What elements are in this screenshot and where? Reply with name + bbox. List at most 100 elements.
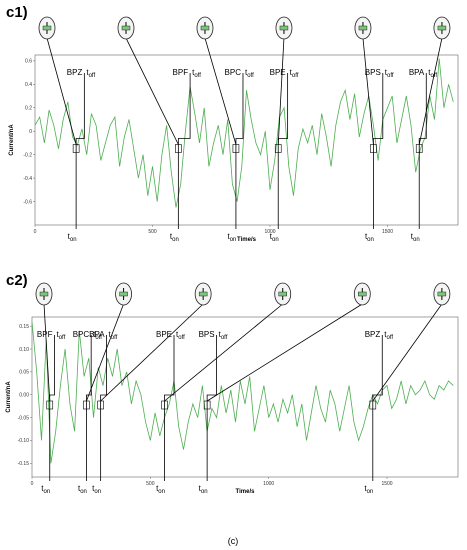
event-annotation: BPZ toff ton xyxy=(38,16,95,243)
chart-c1: 0.6 0.4 0.2 0 -0.2 -0.4 -0.6 0 500 1000 1500 Time/s… xyxy=(9,16,459,243)
y-axis-label: Current/nA xyxy=(6,381,12,413)
y-tick-label: 0.6 xyxy=(25,59,32,65)
event-bracket xyxy=(235,73,244,229)
nanopore-icon-molecule xyxy=(278,291,287,297)
event-ton-label: ton xyxy=(78,484,87,495)
event-toff-label: toff xyxy=(56,330,65,341)
event-bracket xyxy=(100,335,107,481)
nanopore-icon-molecule xyxy=(198,291,208,297)
nanopore-icon-molecule xyxy=(119,291,128,297)
nanopore-icon-molecule xyxy=(200,25,210,31)
y-axis-label: Current/nA xyxy=(9,124,15,156)
y-tick-label: 0.00 xyxy=(19,393,29,399)
event-toff-label: toff xyxy=(93,330,102,341)
event-label: BPC xyxy=(225,68,242,77)
callout-arrow xyxy=(86,303,124,402)
x-tick-label: 500 xyxy=(148,229,157,235)
callout-arrow xyxy=(204,37,237,145)
callout-arrow xyxy=(43,303,51,402)
event-label: BPF xyxy=(37,330,53,339)
series-line xyxy=(34,58,454,208)
event-label: BPC xyxy=(73,330,90,339)
y-tick-label: 0.05 xyxy=(19,370,29,376)
y-tick-label: -0.15 xyxy=(18,461,30,467)
event-toff-label: toff xyxy=(109,330,118,341)
callout-arrow xyxy=(362,37,374,145)
event-annotation: BPE toff ton xyxy=(156,282,292,495)
event-label: BPA xyxy=(89,330,105,339)
event-bracket xyxy=(206,335,217,481)
event-bracket xyxy=(418,73,427,229)
event-ton-label: ton xyxy=(156,484,165,495)
x-axis-label: Time/s xyxy=(236,489,256,495)
x-tick-label: 500 xyxy=(146,481,155,487)
event-label: BPS xyxy=(365,68,381,77)
nanopore-icon-molecule xyxy=(121,25,131,31)
event-ton-label: ton xyxy=(227,232,236,243)
event-ton-label: ton xyxy=(199,484,208,495)
y-tick-label: -0.10 xyxy=(18,438,30,444)
x-tick-label: 1000 xyxy=(263,481,274,487)
y-tick-label: 0 xyxy=(29,129,32,135)
event-label: BPA xyxy=(409,68,425,77)
event-toff-label: toff xyxy=(176,330,185,341)
x-tick-label: 1500 xyxy=(382,229,393,235)
event-label: BPE xyxy=(270,68,286,77)
x-tick-label: 0 xyxy=(34,229,37,235)
nanopore-icon-molecule xyxy=(358,25,368,31)
nanopore-icon-molecule xyxy=(437,291,447,297)
x-tick-label: 0 xyxy=(31,481,34,487)
event-toff-label: toff xyxy=(385,68,394,79)
event-bracket xyxy=(49,335,55,481)
event-label: BPZ xyxy=(67,68,83,77)
y-tick-label: 0.2 xyxy=(25,106,32,112)
callout-arrow xyxy=(46,37,77,145)
figure-caption: (c) xyxy=(227,536,239,546)
callout-arrow xyxy=(125,37,179,145)
nanopore-icon-molecule xyxy=(39,291,49,297)
y-tick-label: -0.6 xyxy=(23,199,32,205)
y-tick-label: 0.10 xyxy=(19,347,29,353)
event-annotation: BPS toff ton xyxy=(354,16,394,243)
plot-frame xyxy=(31,316,459,478)
callout-arrow xyxy=(277,37,285,145)
chart-c2: 0.15 0.10 0.05 0.00 -0.05 -0.10 -0.15 0 500 1000 1… xyxy=(6,282,459,495)
event-bracket xyxy=(373,73,384,229)
plot-frame xyxy=(34,54,459,226)
x-tick-label: 1000 xyxy=(264,229,275,235)
nanopore-icon-molecule xyxy=(437,25,447,31)
event-label: BPE xyxy=(156,330,172,339)
panel-label-c1: c1) xyxy=(6,4,28,21)
event-label: BPF xyxy=(173,68,189,77)
event-ton-label: ton xyxy=(365,232,374,243)
event-annotation: BPF toff ton xyxy=(35,282,66,495)
event-toff-label: toff xyxy=(245,68,254,79)
y-tick-label: -0.4 xyxy=(23,176,32,182)
event-label: BPZ xyxy=(365,330,381,339)
event-toff-label: toff xyxy=(219,330,228,341)
event-toff-label: toff xyxy=(290,68,299,79)
event-annotation: BPC toff ton xyxy=(196,16,254,243)
series-line xyxy=(31,321,454,464)
event-ton-label: ton xyxy=(364,484,373,495)
y-tick-label: -0.05 xyxy=(18,415,30,421)
event-bracket xyxy=(164,335,175,481)
x-tick-label: 1500 xyxy=(381,481,392,487)
event-ton-label: ton xyxy=(170,232,179,243)
event-toff-label: toff xyxy=(384,330,393,341)
nanopore-icon-molecule xyxy=(42,25,52,31)
event-annotation: BPF toff ton xyxy=(117,16,201,243)
event-ton-label: ton xyxy=(270,232,279,243)
event-ton-label: ton xyxy=(41,484,50,495)
callout-arrow xyxy=(164,303,283,402)
panel-label-c2: c2) xyxy=(6,272,28,289)
y-tick-label: 0.4 xyxy=(25,82,32,88)
nanopore-icon-molecule xyxy=(279,25,289,31)
event-bracket xyxy=(177,73,191,229)
event-annotation: BPE toff ton xyxy=(270,16,299,243)
event-ton-label: ton xyxy=(411,232,420,243)
nanopore-icon-molecule xyxy=(358,291,367,297)
